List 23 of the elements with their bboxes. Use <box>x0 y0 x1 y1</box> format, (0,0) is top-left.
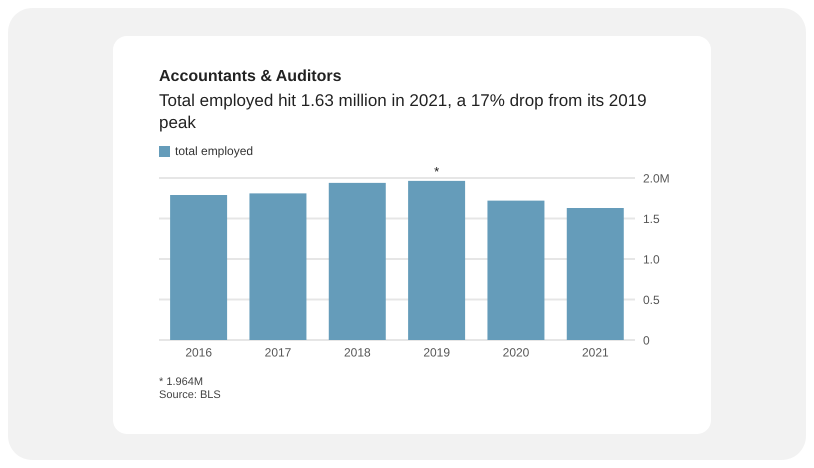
legend-label: total employed <box>174 144 254 158</box>
text: * 1.964M <box>159 376 204 389</box>
y-tick-label: 1.5 <box>643 212 660 226</box>
x-tick-label: 2019 <box>423 346 450 360</box>
y-tick-label: 0 <box>643 333 650 348</box>
x-tick-label: 2018 <box>344 346 372 360</box>
source-note: Source: BLS <box>159 389 222 402</box>
x-tick-label: 2016 <box>185 346 212 360</box>
y-tick-label: 2.0M <box>643 171 670 186</box>
bar <box>170 195 228 340</box>
bar <box>566 208 624 340</box>
bar <box>408 180 466 340</box>
y-tick-label: 0.5 <box>643 292 660 307</box>
annotation: * <box>434 164 440 179</box>
y-tick-label: 1.0 <box>643 252 660 266</box>
x-tick-label: 2021 <box>582 346 610 360</box>
chart-title: Accountants & Auditors <box>159 68 343 86</box>
bar <box>487 200 544 340</box>
x-tick-label: 2020 <box>502 346 530 360</box>
x-tick-label: 2017 <box>264 346 292 360</box>
bar <box>328 182 386 340</box>
chart-subtitle: Total employed hit 1.63 million in 2021, a 17% drop from its 2019 peak <box>159 90 648 134</box>
bar <box>249 193 306 340</box>
